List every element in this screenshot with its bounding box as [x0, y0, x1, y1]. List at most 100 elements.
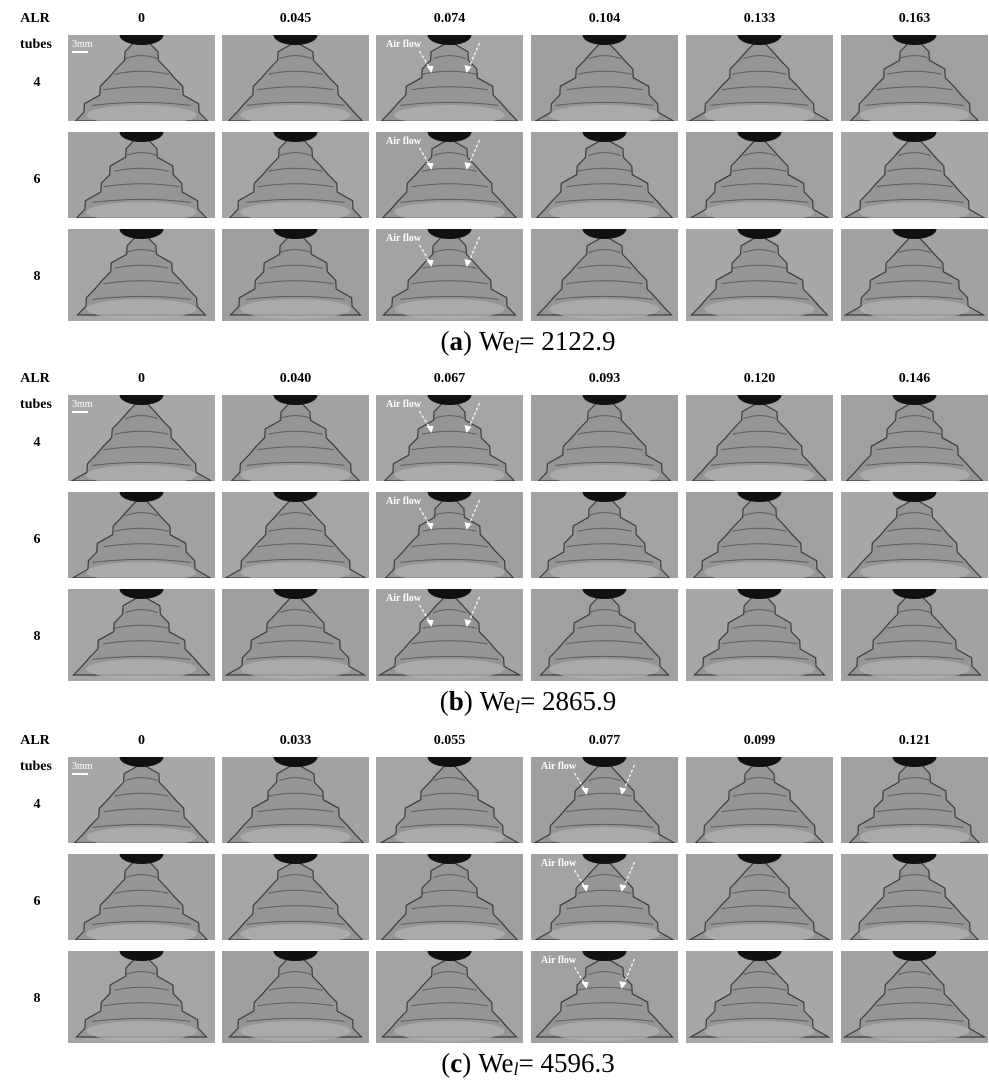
alr-value: 0.040	[280, 371, 312, 386]
airflow-label: Air flow	[541, 858, 577, 869]
photo	[67, 578, 216, 681]
photo: Air flow	[375, 218, 524, 321]
alr-value: 0.146	[899, 371, 931, 386]
tubes-value: 4	[34, 797, 41, 812]
photo-top-cover	[530, 481, 679, 492]
photo-top-cover	[530, 121, 679, 132]
photo	[840, 940, 989, 1043]
panel: ALRtubes00.0400.0670.0930.1200.14643mmAi…	[20, 371, 989, 717]
photo-top-cover	[375, 843, 524, 854]
photo	[221, 578, 370, 681]
spray-mist	[705, 1021, 815, 1041]
spray-mist	[550, 1021, 660, 1041]
photo-top-cover	[840, 843, 989, 854]
alr-value: 0.077	[589, 733, 621, 748]
photo-top-cover	[530, 578, 679, 589]
photo	[221, 384, 370, 487]
airflow-label: Air flow	[386, 39, 422, 50]
alr-label: ALR	[20, 371, 50, 386]
spray-mist	[705, 299, 815, 319]
photo-top-cover	[67, 843, 216, 854]
caption: (b)Wel= 2865.9	[440, 686, 617, 717]
photo-top-cover	[221, 218, 370, 229]
photo-top-cover	[67, 481, 216, 492]
photo: 3mm	[67, 24, 216, 127]
photo	[67, 481, 216, 584]
tubes-value: 8	[34, 629, 41, 644]
photo-top-cover	[67, 121, 216, 132]
photo-top-cover	[221, 843, 370, 854]
photo-top-cover	[530, 24, 679, 35]
photo	[221, 24, 370, 127]
photo-top-cover	[375, 481, 524, 492]
photo	[840, 843, 989, 946]
spray-mist	[860, 659, 970, 679]
tubes-value: 6	[34, 172, 41, 187]
photo-top-cover	[221, 481, 370, 492]
photo	[840, 218, 989, 321]
spray-mist	[241, 299, 351, 319]
tubes-value: 8	[34, 269, 41, 284]
photo: Air flow	[375, 578, 524, 681]
photo	[67, 218, 216, 321]
spray-mist	[705, 659, 815, 679]
photo	[840, 24, 989, 127]
photo-top-cover	[221, 578, 370, 589]
caption-value: = 4596.3	[519, 1048, 615, 1078]
photo-top-cover	[375, 746, 524, 757]
photo	[375, 940, 524, 1043]
caption-symbol: We	[479, 326, 514, 356]
alr-value: 0.074	[434, 11, 466, 26]
alr-value: 0.055	[434, 733, 466, 748]
spray-mist	[395, 299, 505, 319]
photo-top-cover	[375, 384, 524, 395]
tubes-value: 6	[34, 894, 41, 909]
photo	[840, 481, 989, 584]
tubes-value: 4	[34, 75, 41, 90]
photo-top-cover	[67, 384, 216, 395]
photo-top-cover	[530, 384, 679, 395]
photo	[530, 578, 679, 681]
airflow-label: Air flow	[386, 399, 422, 410]
photo: Air flow	[375, 121, 524, 224]
caption-close: )	[463, 326, 472, 356]
photo	[685, 578, 834, 681]
photo	[221, 746, 370, 849]
photo-top-cover	[840, 24, 989, 35]
caption-value: = 2865.9	[520, 686, 616, 716]
caption-close: )	[464, 686, 473, 716]
photo-top-cover	[67, 940, 216, 951]
photo-top-cover	[221, 384, 370, 395]
photo-top-cover	[685, 218, 834, 229]
alr-value: 0.133	[744, 11, 776, 26]
photo-top-cover	[530, 940, 679, 951]
tubes-label: tubes	[20, 37, 52, 52]
caption-symbol: We	[480, 686, 515, 716]
photo	[685, 746, 834, 849]
tubes-value: 4	[34, 435, 41, 450]
spray-mist	[550, 299, 660, 319]
photo-top-cover	[375, 218, 524, 229]
photo-top-cover	[685, 121, 834, 132]
photo-top-cover	[67, 746, 216, 757]
photo-top-cover	[840, 746, 989, 757]
photo-top-cover	[67, 24, 216, 35]
alr-value: 0.163	[899, 11, 931, 26]
photo	[221, 940, 370, 1043]
alr-value: 0.120	[744, 371, 776, 386]
alr-value: 0.067	[434, 371, 466, 386]
spray-mist	[860, 299, 970, 319]
photo-top-cover	[67, 578, 216, 589]
photo	[221, 843, 370, 946]
alr-value: 0.104	[589, 11, 621, 26]
alr-value: 0	[138, 11, 145, 26]
photo	[530, 384, 679, 487]
photo-top-cover	[685, 940, 834, 951]
photo: 3mm	[67, 384, 216, 487]
photo-top-cover	[840, 384, 989, 395]
caption: (a)Wel= 2122.9	[440, 326, 615, 357]
scale-label: 3mm	[72, 39, 93, 50]
caption-open: (	[440, 326, 449, 356]
scale-label: 3mm	[72, 399, 93, 410]
airflow-label: Air flow	[541, 955, 577, 966]
